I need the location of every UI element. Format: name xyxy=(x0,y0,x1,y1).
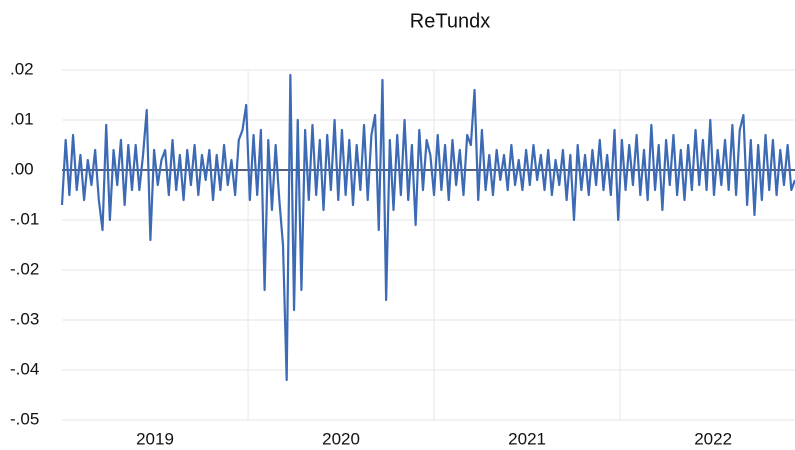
x-tick-label: 2020 xyxy=(322,429,360,448)
x-tick-label: 2021 xyxy=(508,429,546,448)
x-tick-label: 2022 xyxy=(694,429,732,448)
y-tick-label: -.05 xyxy=(10,409,39,428)
y-tick-label: -.01 xyxy=(10,209,39,228)
line xyxy=(60,73,795,382)
y-tick-label: -.03 xyxy=(10,309,39,328)
chart-title: ReTundx xyxy=(410,10,490,32)
y-tick-label: -.02 xyxy=(10,259,39,278)
y-tick-label: .00 xyxy=(10,159,34,178)
x-tick-label: 2019 xyxy=(136,429,174,448)
y-tick-label: -.04 xyxy=(10,359,39,378)
y-tick-label: .01 xyxy=(10,109,34,128)
y-tick-label: .02 xyxy=(10,59,34,78)
